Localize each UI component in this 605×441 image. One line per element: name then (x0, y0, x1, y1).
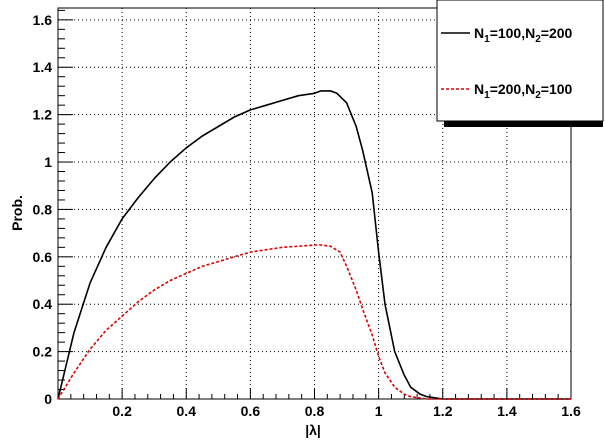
x-axis-title: |λ| (305, 422, 321, 438)
x-tick-label: 1.2 (433, 403, 453, 419)
x-tick-label: 0.4 (177, 403, 197, 419)
grid-lines (58, 8, 571, 399)
x-tick-label: 0.8 (305, 403, 325, 419)
y-axis-title: Prob. (9, 195, 25, 231)
series-line-2 (57, 244, 571, 400)
series-line-1 (57, 90, 571, 400)
legend-label-2: N1=200,N2=100 (474, 81, 573, 101)
y-tick-label: 0.8 (33, 201, 53, 217)
series-lines (57, 90, 571, 400)
x-tick-label: 1.4 (497, 403, 517, 419)
x-tick-label: 0.2 (112, 403, 132, 419)
y-tick-label: 1.2 (33, 107, 53, 123)
y-tick-label: 0 (44, 391, 52, 407)
axis-ticks (58, 9, 572, 400)
y-tick-label: 0.6 (33, 249, 53, 265)
y-tick-label: 1 (44, 154, 52, 170)
x-tick-label: 0.6 (241, 403, 261, 419)
y-tick-label: 0.2 (33, 344, 53, 360)
x-tick-label: 1 (375, 403, 383, 419)
y-tick-label: 1.4 (33, 59, 53, 75)
legend: N1=100,N2=200 N1=200,N2=100 (436, 0, 604, 127)
legend-box (436, 0, 604, 122)
legend-label-1: N1=100,N2=200 (474, 25, 573, 45)
x-tick-labels: 0.2 0.4 0.6 0.8 1 1.2 1.4 1.6 (112, 403, 581, 419)
y-tick-labels: 0 0.2 0.4 0.6 0.8 1 1.2 1.4 1.6 (33, 12, 53, 407)
y-tick-label: 1.6 (33, 12, 53, 28)
y-tick-label: 0.4 (33, 296, 53, 312)
x-tick-label: 1.6 (561, 403, 581, 419)
